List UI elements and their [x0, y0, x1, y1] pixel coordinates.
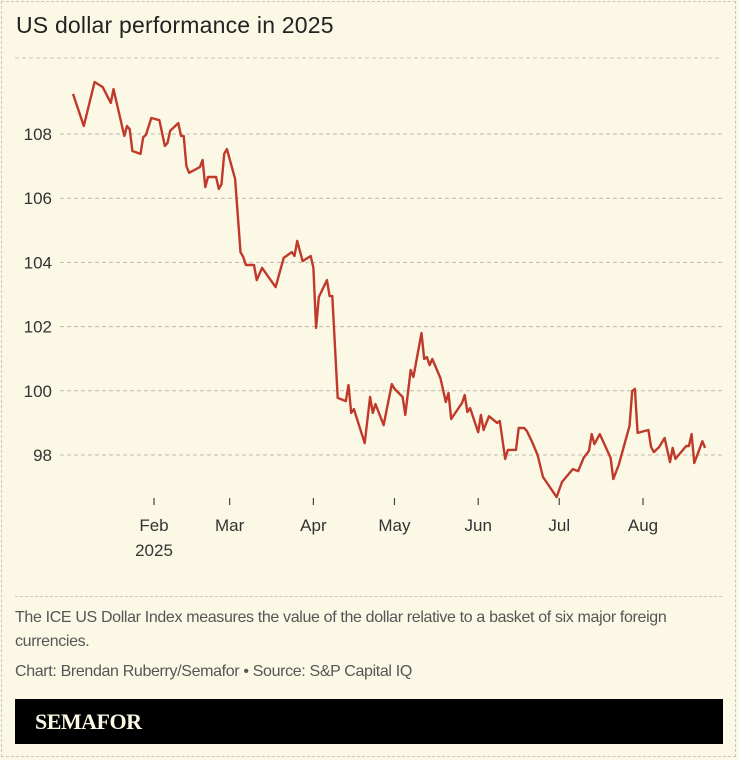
- chart-title: US dollar performance in 2025: [16, 12, 334, 38]
- x-tick-label: May: [378, 516, 411, 535]
- footer-divider: [15, 596, 722, 597]
- y-tick-label: 102: [24, 318, 52, 337]
- x-tick-label: Apr: [300, 516, 327, 535]
- brand-band: SEMAFOR: [15, 699, 723, 744]
- y-tick-label: 104: [24, 253, 52, 272]
- x-tick-label: Mar: [215, 516, 245, 535]
- y-axis: 98 100 102 104 106 108: [24, 125, 52, 465]
- line-chart: 98 100 102 104 106 108 Feb 2025 Mar Apr May Jun Jul…: [15, 57, 722, 560]
- x-tick-year-label: 2025: [135, 541, 173, 560]
- y-tick-label: 98: [33, 446, 52, 465]
- x-tick-label: Jun: [464, 516, 491, 535]
- y-tick-label: 100: [24, 382, 52, 401]
- semafor-logo: SEMAFOR: [35, 709, 142, 734]
- y-tick-label: 108: [24, 125, 52, 144]
- chart-note: The ICE US Dollar Index measures the val…: [15, 609, 667, 650]
- x-tick-label: Jul: [548, 516, 570, 535]
- y-tick-label: 106: [24, 189, 52, 208]
- chart-credit: Chart: Brendan Ruberry/Semafor • Source:…: [15, 663, 412, 680]
- series-line-dxy: [71, 80, 707, 499]
- x-axis: Feb 2025 Mar Apr May Jun Jul Aug: [135, 498, 658, 560]
- x-tick-label: Feb: [139, 516, 168, 535]
- gridlines: [60, 133, 722, 456]
- x-tick-label: Aug: [628, 516, 658, 535]
